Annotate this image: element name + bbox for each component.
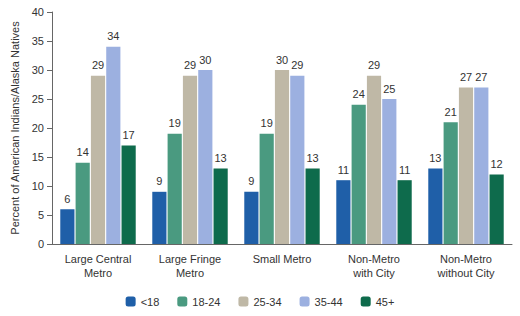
svg-text:30: 30 <box>32 64 44 76</box>
svg-text:25: 25 <box>32 93 44 105</box>
svg-text:15: 15 <box>32 151 44 163</box>
svg-text:12: 12 <box>491 158 503 170</box>
svg-text:29: 29 <box>291 59 303 71</box>
svg-text:Metro: Metro <box>176 267 204 279</box>
svg-text:18-24: 18-24 <box>192 296 220 308</box>
svg-text:13: 13 <box>307 152 319 164</box>
svg-text:30: 30 <box>199 54 211 66</box>
svg-text:19: 19 <box>169 117 181 129</box>
svg-text:29: 29 <box>368 59 380 71</box>
svg-text:19: 19 <box>261 117 273 129</box>
svg-text:9: 9 <box>248 175 254 187</box>
svg-text:Percent of American Indians/Al: Percent of American Indians/Alaska Nativ… <box>9 21 21 235</box>
svg-text:30: 30 <box>276 54 288 66</box>
svg-text:Non-Metro: Non-Metro <box>348 253 400 265</box>
svg-text:34: 34 <box>107 30 119 42</box>
svg-text:25: 25 <box>383 83 395 95</box>
svg-text:10: 10 <box>32 180 44 192</box>
svg-text:29: 29 <box>184 59 196 71</box>
svg-text:6: 6 <box>64 193 70 205</box>
svg-text:Metro: Metro <box>84 267 112 279</box>
svg-text:40: 40 <box>32 6 44 18</box>
svg-text:27: 27 <box>475 71 487 83</box>
svg-text:Non-Metro: Non-Metro <box>440 253 492 265</box>
svg-text:29: 29 <box>92 59 104 71</box>
svg-text:Large Fringe: Large Fringe <box>159 253 221 265</box>
svg-text:Small Metro: Small Metro <box>253 253 312 265</box>
svg-text:11: 11 <box>399 164 410 176</box>
svg-text:5: 5 <box>38 209 44 221</box>
svg-text:35-44: 35-44 <box>315 296 343 308</box>
svg-text:17: 17 <box>123 129 135 141</box>
svg-text:24: 24 <box>353 88 365 100</box>
svg-text:27: 27 <box>460 71 472 83</box>
svg-text:9: 9 <box>156 175 162 187</box>
svg-text:<18: <18 <box>141 296 160 308</box>
svg-text:14: 14 <box>77 146 89 158</box>
svg-text:20: 20 <box>32 122 44 134</box>
svg-text:with City: with City <box>352 267 395 279</box>
svg-text:25-34: 25-34 <box>253 296 281 308</box>
svg-text:13: 13 <box>215 152 227 164</box>
svg-text:without City: without City <box>437 267 495 279</box>
svg-text:45+: 45+ <box>376 296 395 308</box>
svg-text:Large Central: Large Central <box>65 253 132 265</box>
svg-text:11: 11 <box>338 164 349 176</box>
svg-text:0: 0 <box>38 238 44 250</box>
svg-text:21: 21 <box>445 106 457 118</box>
svg-text:13: 13 <box>429 152 441 164</box>
svg-text:35: 35 <box>32 35 44 47</box>
